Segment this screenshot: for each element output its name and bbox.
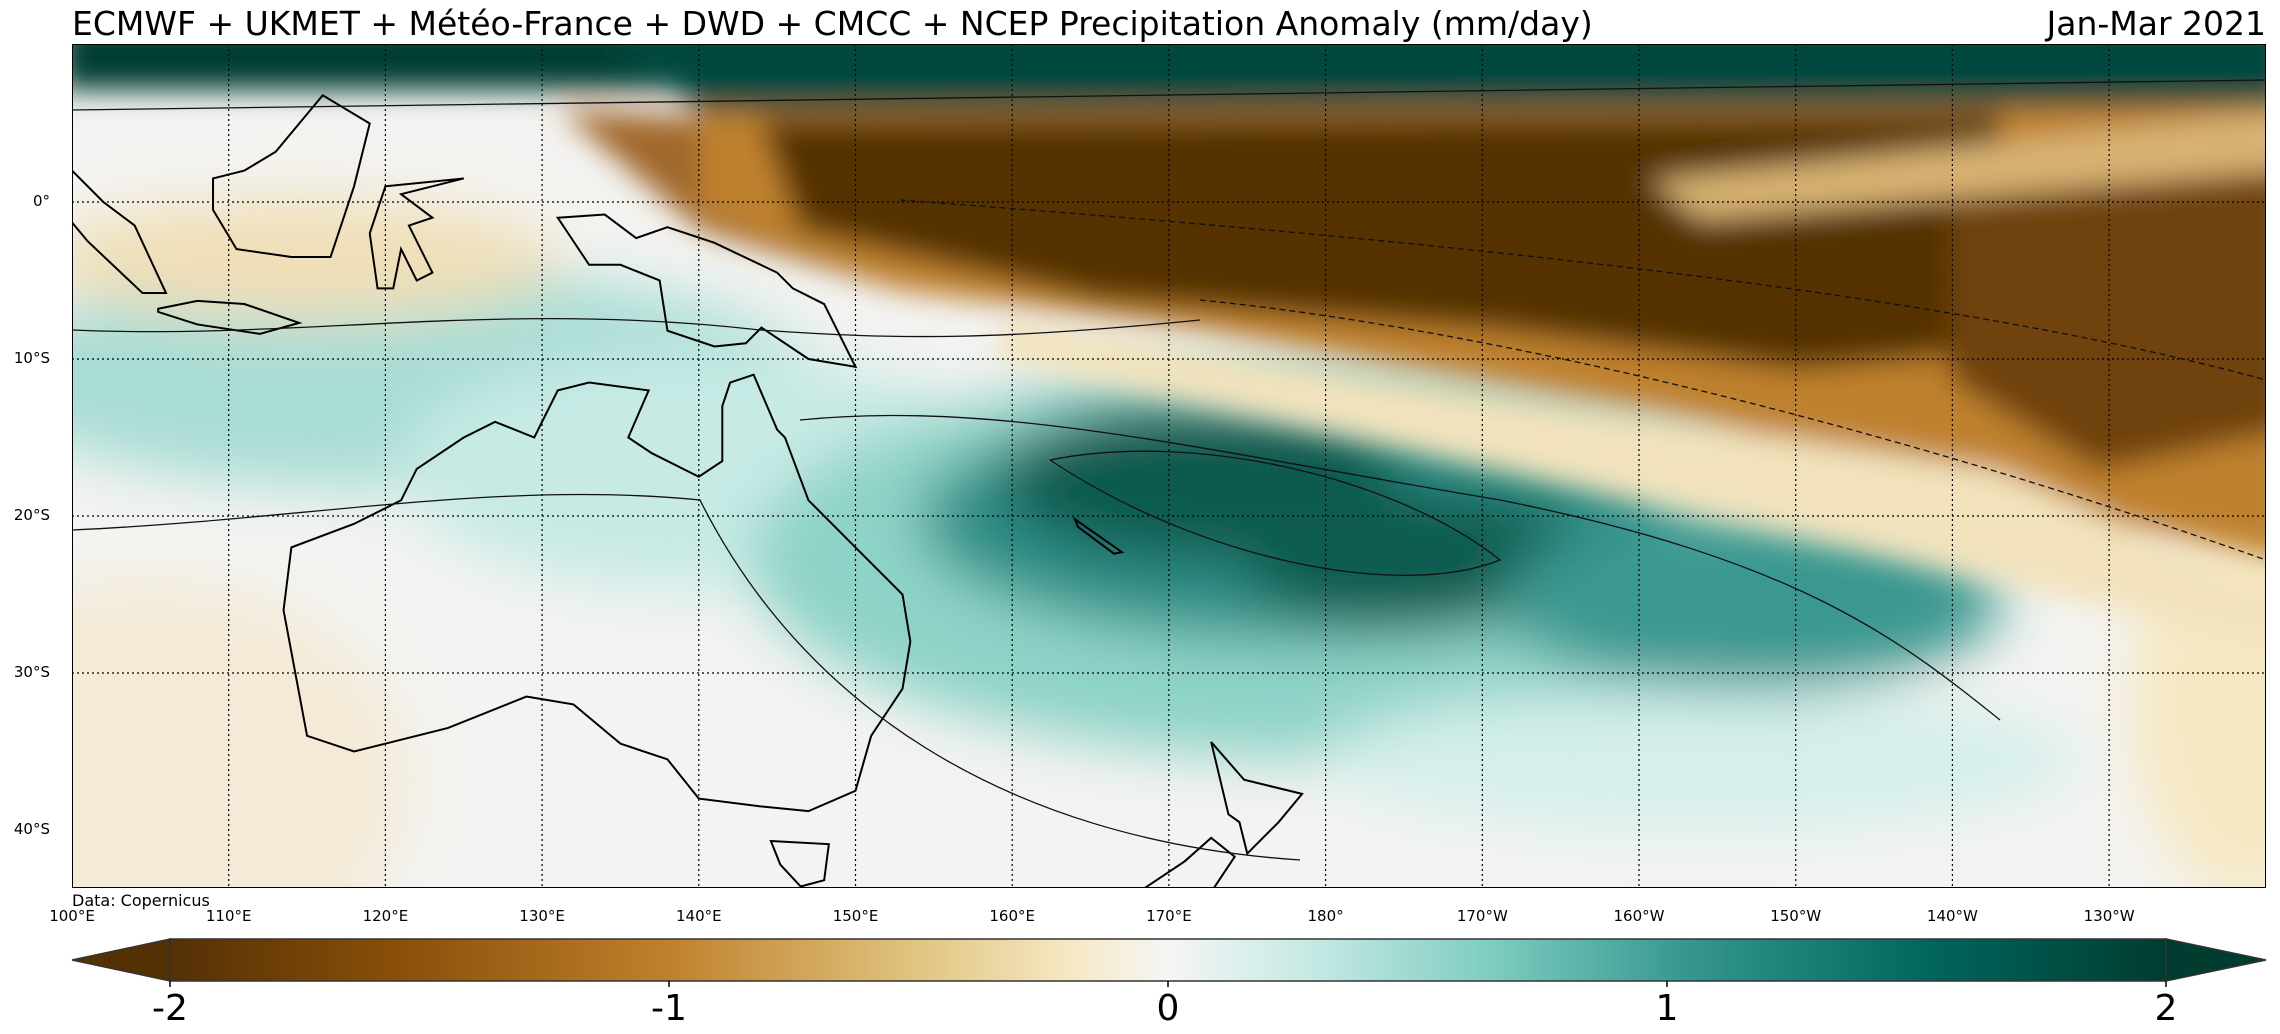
lon-label: 120°E <box>362 907 409 925</box>
australia-coastline <box>282 373 912 813</box>
lat-label: 10°S <box>13 349 50 367</box>
borneo-coastline <box>212 93 371 258</box>
colorbar-min-arrow <box>71 938 171 982</box>
lon-label: 100°E <box>49 907 95 925</box>
anomaly-field <box>72 44 2266 888</box>
lon-label: 170°W <box>1456 907 1508 925</box>
lat-label: 40°S <box>13 820 50 838</box>
lon-label: 130°E <box>519 907 565 925</box>
new-guinea-coastline <box>555 213 858 369</box>
lat-label: 20°S <box>13 506 50 524</box>
lat-label: 30°S <box>13 663 50 681</box>
lon-label: 170°E <box>1146 907 1192 925</box>
lon-label: 150°E <box>832 907 879 925</box>
lon-label: 140°W <box>1926 907 1978 925</box>
lat-label: 0° <box>32 192 50 210</box>
lon-label: 140°E <box>675 907 722 925</box>
data-source-label: Data: Copernicus <box>72 891 210 910</box>
new-caledonia-coastline <box>1072 516 1125 555</box>
chart-title: ECMWF + UKMET + Météo-France + DWD + CMC… <box>72 4 1593 43</box>
lon-label: 130°W <box>2083 907 2135 925</box>
lon-label: 160°W <box>1613 907 1665 925</box>
new-zealand-south <box>1142 836 1237 888</box>
colorbar-tick-label: 0 <box>1156 988 1180 1029</box>
period-label: Jan-Mar 2021 <box>2046 4 2266 43</box>
sulawesi-coastline <box>368 177 464 290</box>
colorbar-tick-label: -2 <box>152 988 188 1029</box>
grid-lines <box>72 44 2266 888</box>
colorbar-bar <box>169 938 2167 982</box>
colorbar-tick-label: -1 <box>651 988 687 1029</box>
colorbar <box>71 938 2267 987</box>
lon-label: 160°E <box>989 907 1035 925</box>
colorbar-tick-label: 2 <box>2154 988 2178 1029</box>
colorbar-tick-label: 1 <box>1655 988 1679 1029</box>
colorbar-max-arrow <box>2165 938 2267 982</box>
sumatra-coastline <box>72 169 168 295</box>
new-zealand-north <box>1210 741 1304 856</box>
lon-label: 150°W <box>1770 907 1822 925</box>
tasmania-coastline <box>769 839 830 888</box>
lon-label: 180° <box>1307 907 1344 925</box>
lon-label: 110°E <box>205 907 252 925</box>
